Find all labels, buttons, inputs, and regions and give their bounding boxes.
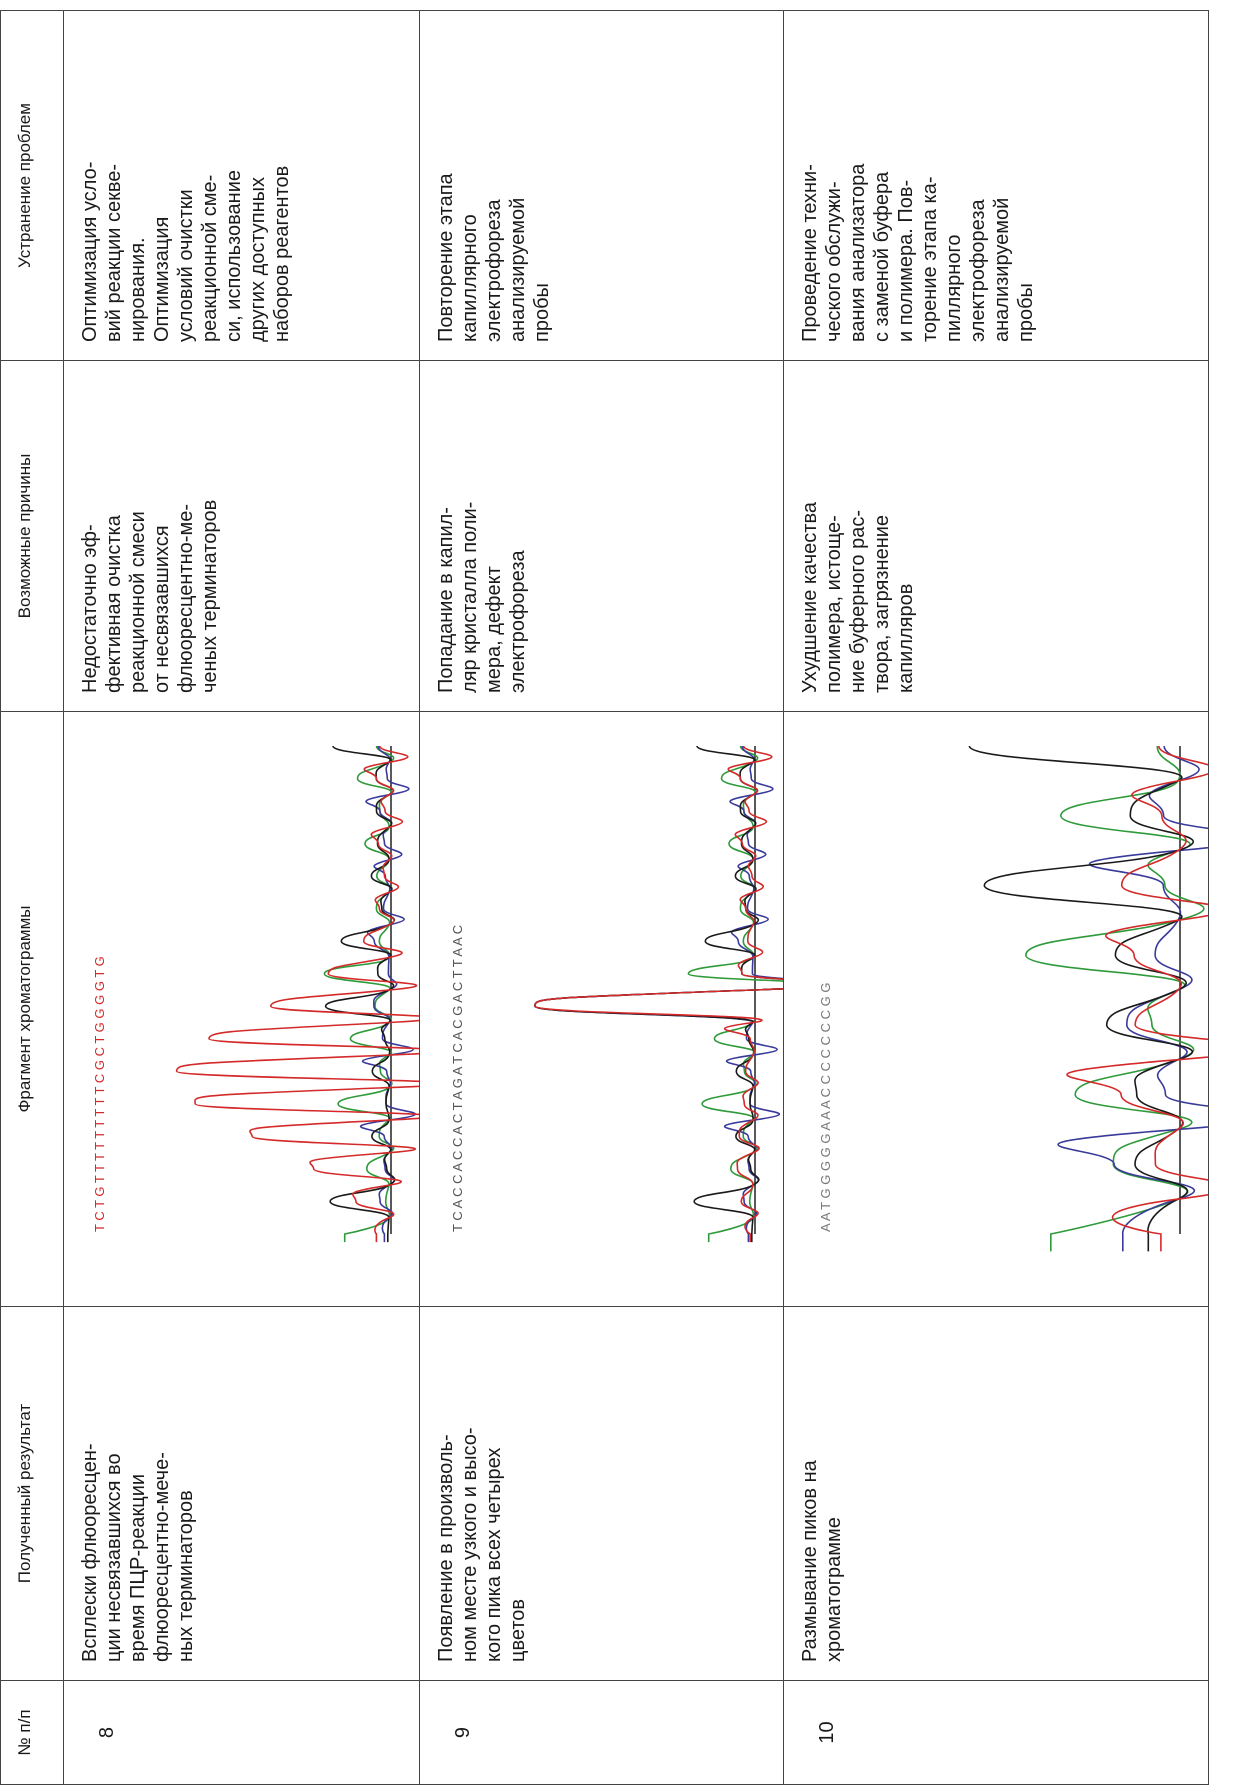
trace-t — [1066, 745, 1208, 1252]
text-line: мера, дефект — [483, 566, 505, 693]
text-line: кого пика всех четырех — [483, 1447, 505, 1662]
text-line: хроматограмме — [823, 1517, 845, 1662]
text-line: условий очистки — [175, 189, 197, 342]
text-line: торение этапа ка- — [919, 176, 941, 342]
text-line: ных терминаторов — [175, 1490, 197, 1662]
text-line: нирования. — [127, 237, 149, 342]
chromatogram-image: A A T G G G G G A A A C C C C C C C G G — [818, 745, 1208, 1252]
trace-t — [534, 745, 783, 1243]
text-line: анализируемой — [507, 197, 529, 342]
text-line: Всплески флюоресцен- — [79, 1443, 101, 1662]
text-line: капилляров — [895, 583, 917, 693]
header-causes: Возможные причины — [0, 360, 64, 712]
text-line: фективная очистка — [103, 515, 125, 693]
text-line: Размывание пиков на — [799, 1460, 821, 1662]
text-line: с заменой буфера — [871, 171, 893, 342]
trace-t — [175, 745, 419, 1243]
chromatogram-image: T C T G T T T T T T T T T C G C T G G G … — [92, 745, 419, 1243]
header-fix: Устранение проблем — [0, 10, 64, 361]
text-line: Попадание в капил- — [435, 507, 457, 693]
base-sequence: T C A C C A C C A C T A G A T C A C G A … — [450, 925, 465, 1232]
base-sequence: A A T G G G G G A A A C C C C C C C G G — [818, 983, 833, 1233]
chromatogram-cell: A A T G G G G G A A A C C C C C C C G G — [783, 711, 1209, 1307]
text-line: от несвязавшихся — [151, 525, 173, 693]
text-line: ние буферного рас- — [847, 510, 869, 693]
text-line: флюоресцентно-мече- — [151, 1452, 173, 1662]
text-line: реакционной смеси — [127, 511, 149, 693]
result-cell: Размывание пиков на хроматограмме — [783, 1306, 1209, 1681]
text-line: Оптимизация — [151, 216, 173, 342]
text-line: электрофореза — [967, 199, 989, 342]
text-line: время ПЦР-реакции — [127, 1473, 149, 1662]
header-fragment: Фрагмент хроматограммы — [0, 711, 64, 1307]
text-line: полимера, истоще- — [823, 515, 845, 693]
text-line: пиллярного — [943, 234, 965, 342]
header-num: № п/п — [0, 1680, 64, 1785]
text-line: ческого обслужи- — [823, 181, 845, 342]
text-line: пробы — [1015, 283, 1037, 342]
text-line: Повторение этапа — [435, 173, 457, 342]
text-line: вий реакции секве- — [103, 163, 125, 342]
text-line: Ухудшение качества — [799, 502, 821, 693]
causes-cell: Попадание в капил-ляр кристалла поли-мер… — [419, 360, 784, 712]
text-line: вания анализатора — [847, 163, 869, 342]
fix-cell: Проведение техни-ческого обслужи-вания а… — [783, 10, 1209, 361]
text-line: электрофореза — [507, 550, 529, 693]
text-line: ляр кристалла поли- — [459, 501, 481, 693]
trace-g — [968, 745, 1195, 1252]
trace-c — [1057, 745, 1208, 1252]
text-line: ции несвязавшихся во — [103, 1453, 125, 1662]
base-sequence: T C T G T T T T T T T T T C G C T G G G … — [92, 956, 107, 1232]
text-line: других доступных — [247, 176, 269, 342]
troubleshooting-table: № п/п Полученный результат Фрагмент хром… — [0, 10, 1209, 1785]
text-line: Оптимизация усло- — [79, 161, 101, 342]
text-line: ном месте узкого и высо- — [459, 1427, 481, 1662]
text-line: пробы — [531, 283, 553, 342]
text-line: си, использование — [223, 170, 245, 342]
chromatogram-cell: T C A C C A C C A C T A G A T C A C G A … — [419, 711, 784, 1307]
text-line: твора, загрязнение — [871, 514, 893, 693]
text-line: наборов реагентов — [271, 165, 293, 342]
header-row: № п/п Полученный результат Фрагмент хром… — [0, 10, 64, 1785]
row-number: 9 — [419, 1680, 784, 1785]
chromatogram-image: T C A C C A C C A C T A G A T C A C G A … — [450, 745, 783, 1243]
text-line: Проведение техни- — [799, 164, 821, 342]
text-line: Недостаточно эф- — [79, 524, 101, 693]
text-line: и полимера. Пов- — [895, 179, 917, 342]
text-line: флюоресцентно-ме- — [175, 504, 197, 693]
table-row: 9 Появление в произволь-ном месте узкого… — [419, 10, 784, 1785]
text-line: цветов — [507, 1599, 529, 1662]
row-number: 10 — [783, 1680, 1209, 1785]
table-row: 10 Размывание пиков на хроматограмме A A … — [783, 10, 1209, 1785]
causes-cell: Недостаточно эф-фективная очистка реакцио… — [63, 360, 420, 712]
fix-cell: Повторение этапа капиллярного электрофорез… — [419, 10, 784, 361]
causes-cell: Ухудшение качества полимера, истоще-ние б… — [783, 360, 1209, 712]
fix-cell: Оптимизация усло-вий реакции секве-ниров… — [63, 10, 420, 361]
text-line: капиллярного — [459, 214, 481, 342]
chromatogram-cell: T C T G T T T T T T T T T C G C T G G G … — [63, 711, 420, 1307]
table-row: 8 Всплески флюоресцен-ции несвязавшихся … — [63, 10, 420, 1785]
result-cell: Всплески флюоресцен-ции несвязавшихся во… — [63, 1306, 420, 1681]
text-line: анализируемой — [991, 197, 1013, 342]
text-line: реакционной сме- — [199, 174, 221, 342]
result-cell: Появление в произволь-ном месте узкого и… — [419, 1306, 784, 1681]
text-line: электрофореза — [483, 199, 505, 342]
text-line: Появление в произволь- — [435, 1434, 457, 1662]
trace-a — [1024, 745, 1205, 1252]
row-number: 8 — [63, 1680, 420, 1785]
text-line: ченых терминаторов — [199, 499, 221, 693]
header-result: Полученный результат — [0, 1306, 64, 1681]
